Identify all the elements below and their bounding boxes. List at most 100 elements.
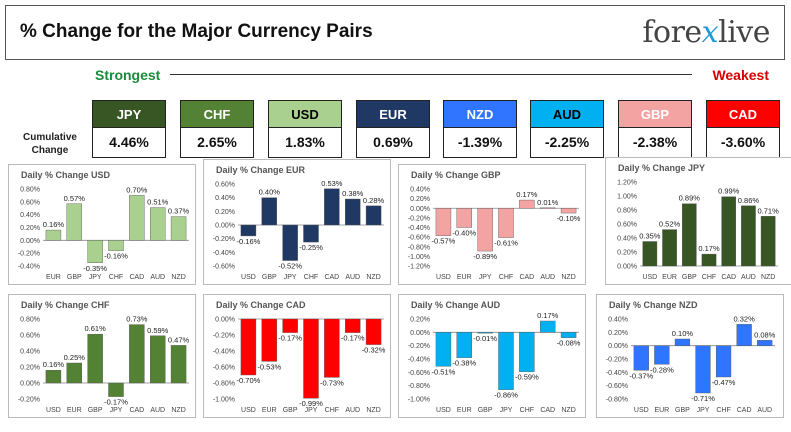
category-label: JPY bbox=[284, 274, 297, 281]
bar-cad bbox=[129, 324, 145, 384]
y-tick-label: -0.20% bbox=[408, 215, 430, 222]
currency-value: -2.38% bbox=[619, 128, 691, 157]
category-label: AUD bbox=[150, 407, 165, 414]
y-tick-label: -1.00% bbox=[408, 254, 430, 261]
currency-value: 2.65% bbox=[181, 128, 253, 157]
y-tick-label: 0.20% bbox=[215, 209, 235, 216]
y-tick-label: 0.60% bbox=[20, 333, 40, 340]
data-label: -0.17% bbox=[341, 334, 365, 343]
data-label: -0.89% bbox=[473, 252, 497, 261]
chart-svg-nzd: Daily % Change NZD -0.80% -0.60% -0.40% -0.2… bbox=[606, 300, 776, 414]
data-label: 0.89% bbox=[679, 194, 701, 203]
y-tick-label: 0.00% bbox=[410, 330, 430, 337]
currency-name: USD bbox=[269, 101, 341, 128]
category-label: CAD bbox=[129, 407, 144, 414]
chart-title: Daily % Change NZD bbox=[609, 300, 698, 310]
chart-svg-cad: Daily % Change CAD -1.00% -0.80% -0.60% -0.4… bbox=[213, 300, 386, 414]
data-label: 0.25% bbox=[64, 353, 86, 362]
chart-panel-nzd: Daily % Change NZD -0.80% -0.60% -0.40% -0.2… bbox=[596, 294, 784, 418]
data-label: 0.01% bbox=[537, 198, 559, 207]
bar-nzd bbox=[560, 208, 577, 214]
data-label: -0.59% bbox=[515, 373, 539, 382]
category-label: AUD bbox=[741, 274, 756, 281]
bar-aud bbox=[757, 340, 773, 346]
category-label: EUR bbox=[457, 407, 472, 414]
currency-box-gbp: GBP -2.38% bbox=[618, 100, 692, 158]
category-label: USD bbox=[634, 407, 649, 414]
category-label: EUR bbox=[67, 407, 82, 414]
y-tick-label: -0.20% bbox=[213, 236, 235, 243]
y-tick-label: -0.40% bbox=[606, 370, 628, 377]
category-label: CHF bbox=[304, 274, 318, 281]
bar-jpy bbox=[87, 240, 103, 263]
category-label: GBP bbox=[67, 274, 82, 281]
weakest-label: Weakest bbox=[712, 67, 769, 83]
y-tick-label: 0.00% bbox=[215, 317, 235, 324]
category-label: JPY bbox=[89, 274, 102, 281]
data-label: -0.32% bbox=[362, 346, 386, 355]
currency-box-nzd: NZD -1.39% bbox=[443, 100, 517, 158]
y-tick-label: 0.00% bbox=[20, 238, 40, 245]
bar-nzd bbox=[365, 318, 382, 345]
bar-gbp bbox=[66, 203, 82, 241]
bar-gbp bbox=[282, 318, 298, 333]
currency-name: JPY bbox=[93, 101, 165, 128]
category-label: AUD bbox=[540, 274, 555, 281]
data-label: -0.16% bbox=[237, 237, 261, 246]
category-label: CAD bbox=[324, 274, 339, 281]
data-label: 0.38% bbox=[342, 189, 364, 198]
currency-value: -1.39% bbox=[444, 128, 516, 157]
chart-svg-gbp: Daily % Change GBP -1.20% -1.00% -0.80% -0.6… bbox=[408, 170, 581, 281]
bar-cad bbox=[324, 188, 340, 226]
data-label: 0.53% bbox=[321, 179, 343, 188]
currency-box-chf: CHF 2.65% bbox=[180, 100, 254, 158]
bar-aud bbox=[150, 207, 166, 241]
currency-name: EUR bbox=[357, 101, 429, 128]
chart-svg-aud: Daily % Change AUD -1.00% -0.80% -0.60% -0.4… bbox=[408, 300, 581, 414]
bar-aud bbox=[345, 198, 361, 226]
bar-chf bbox=[701, 253, 717, 267]
y-tick-label: -0.60% bbox=[213, 365, 235, 372]
chart-title: Daily % Change EUR bbox=[216, 165, 306, 175]
category-label: CHF bbox=[520, 407, 534, 414]
chart-title: Daily % Change USD bbox=[21, 170, 111, 180]
chart-title: Daily % Change AUD bbox=[411, 300, 501, 310]
y-tick-label: -0.80% bbox=[408, 244, 430, 251]
data-label: 0.28% bbox=[363, 196, 385, 205]
bar-nzd bbox=[560, 332, 577, 338]
currency-value: 4.46% bbox=[93, 128, 165, 157]
data-label: 0.17% bbox=[698, 244, 720, 253]
chart-panel-chf: Daily % Change CHF -0.20% 0.00% 0.20% 0.40% 0… bbox=[8, 294, 196, 418]
chart-svg-chf: Daily % Change CHF-0.20%0.00%0.20%0.40%0… bbox=[18, 300, 190, 414]
data-label: -0.51% bbox=[432, 367, 456, 376]
bar-chf bbox=[108, 240, 124, 251]
data-label: 0.70% bbox=[126, 185, 148, 194]
y-tick-label: -0.20% bbox=[606, 357, 628, 364]
currency-name: NZD bbox=[444, 101, 516, 128]
bar-jpy bbox=[108, 382, 124, 397]
currency-box-eur: EUR 0.69% bbox=[356, 100, 430, 158]
bar-eur bbox=[654, 345, 670, 365]
currency-value: -3.60% bbox=[707, 128, 779, 157]
data-label: -0.17% bbox=[278, 334, 302, 343]
y-tick-label: -0.40% bbox=[213, 250, 235, 257]
category-label: EUR bbox=[457, 274, 472, 281]
category-label: NZD bbox=[171, 274, 185, 281]
bar-nzd bbox=[170, 345, 187, 384]
data-label: -0.37% bbox=[629, 371, 653, 380]
category-label: GBP bbox=[262, 274, 277, 281]
data-label: 0.17% bbox=[537, 311, 559, 320]
category-label: EUR bbox=[262, 407, 277, 414]
chart-title: Daily % Change GBP bbox=[411, 170, 501, 180]
data-label: -0.86% bbox=[494, 391, 518, 400]
data-label: 0.52% bbox=[659, 220, 681, 229]
y-tick-label: -0.20% bbox=[18, 397, 40, 404]
data-label: -0.52% bbox=[278, 262, 302, 271]
bar-gbp bbox=[681, 203, 697, 267]
y-tick-label: -0.60% bbox=[408, 235, 430, 242]
bar-aud bbox=[540, 207, 556, 209]
y-tick-label: 0.20% bbox=[410, 196, 430, 203]
currency-name: AUD bbox=[531, 101, 603, 128]
y-tick-label: -0.80% bbox=[606, 397, 628, 404]
data-label: -0.01% bbox=[473, 334, 497, 343]
